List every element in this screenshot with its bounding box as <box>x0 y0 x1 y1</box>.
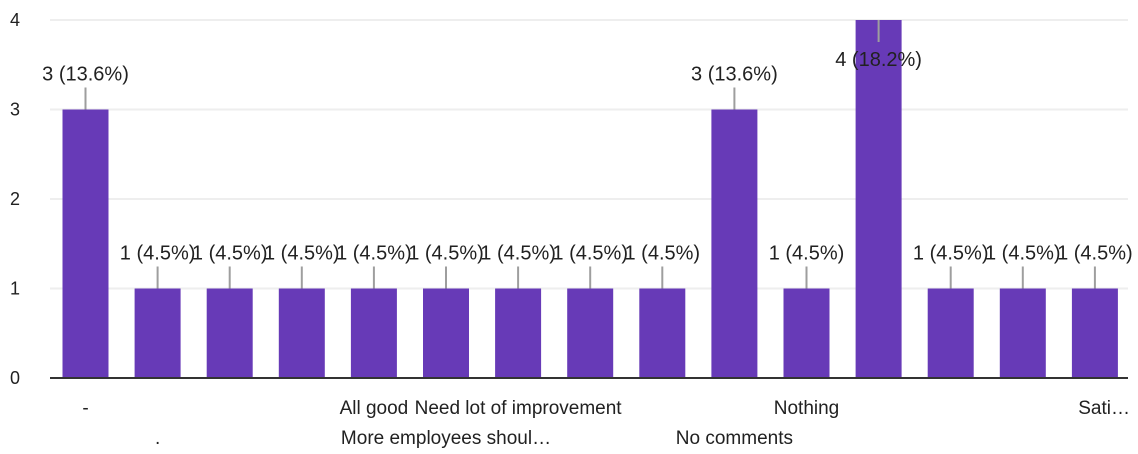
bar <box>206 288 253 378</box>
bar <box>495 288 542 378</box>
data-label: 3 (13.6%) <box>42 64 129 86</box>
data-labels: 3 (13.6%)1 (4.5%)1 (4.5%)1 (4.5%)1 (4.5%… <box>42 49 1133 265</box>
bar <box>350 288 397 378</box>
data-label: 1 (4.5%) <box>264 243 340 265</box>
y-tick-label: 3 <box>10 100 20 120</box>
data-label: 3 (13.6%) <box>691 64 778 86</box>
data-label: 1 (4.5%) <box>625 243 701 265</box>
x-category-label: Nothing <box>774 398 840 419</box>
bar <box>1071 288 1118 378</box>
bar <box>711 109 758 378</box>
data-label-leaders <box>84 20 1096 289</box>
bar <box>855 20 902 378</box>
bar <box>639 288 686 378</box>
bar <box>783 288 830 378</box>
data-label: 1 (4.5%) <box>1057 243 1133 265</box>
x-axis: -. All good More employees shoul… Need lot … <box>50 377 1130 449</box>
x-category-label: Need lot of improvement <box>415 398 623 419</box>
y-tick-label: 2 <box>10 189 20 209</box>
y-tick-label: 1 <box>10 279 20 299</box>
x-category-label: All good <box>340 398 409 419</box>
y-axis: 0 1 2 3 4 <box>10 10 20 388</box>
data-label: 1 (4.5%) <box>408 243 484 265</box>
y-tick-label: 0 <box>10 368 20 388</box>
x-category-label: No comments <box>676 428 793 449</box>
bar <box>278 288 325 378</box>
bar <box>62 109 109 378</box>
bar <box>423 288 469 378</box>
data-label: 1 (4.5%) <box>480 243 556 265</box>
bar <box>927 288 974 378</box>
data-label: 1 (4.5%) <box>120 243 196 265</box>
bar <box>134 288 181 378</box>
data-label: 1 (4.5%) <box>913 243 989 265</box>
data-label: 4 (18.2%) <box>835 49 922 71</box>
data-label: 1 (4.5%) <box>985 243 1061 265</box>
bar <box>999 288 1046 378</box>
x-category-label: More employees shoul… <box>341 428 551 449</box>
data-label: 1 (4.5%) <box>769 243 845 265</box>
data-label: 1 (4.5%) <box>552 243 628 265</box>
bars <box>62 20 1118 378</box>
data-label: 1 (4.5%) <box>336 243 412 265</box>
x-category-label: - <box>82 398 88 419</box>
x-category-label: Sati… <box>1078 398 1130 419</box>
x-category-label: . <box>155 428 160 449</box>
bar <box>567 288 614 378</box>
data-label: 1 (4.5%) <box>192 243 268 265</box>
y-tick-label: 4 <box>10 10 20 30</box>
